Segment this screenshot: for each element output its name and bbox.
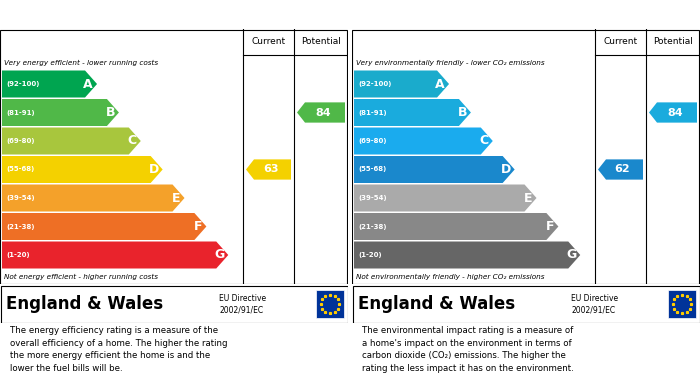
Text: E: E	[524, 192, 533, 204]
Text: 63: 63	[262, 165, 279, 174]
Text: Environmental Impact (CO₂) Rating: Environmental Impact (CO₂) Rating	[366, 7, 612, 20]
Text: G: G	[566, 249, 576, 262]
Text: (69-80): (69-80)	[6, 138, 34, 144]
Polygon shape	[2, 213, 206, 240]
Text: (1-20): (1-20)	[358, 252, 382, 258]
Text: F: F	[194, 220, 202, 233]
Polygon shape	[354, 242, 580, 269]
Text: (92-100): (92-100)	[358, 81, 391, 87]
Text: A: A	[435, 77, 445, 90]
Text: Energy Efficiency Rating: Energy Efficiency Rating	[14, 7, 186, 20]
Text: England & Wales: England & Wales	[6, 295, 163, 313]
Polygon shape	[354, 213, 559, 240]
Text: F: F	[546, 220, 554, 233]
Text: (39-54): (39-54)	[6, 195, 34, 201]
Text: Very environmentally friendly - lower CO₂ emissions: Very environmentally friendly - lower CO…	[356, 59, 545, 66]
Polygon shape	[2, 242, 228, 269]
Polygon shape	[297, 102, 345, 123]
Polygon shape	[598, 160, 643, 179]
Text: The energy efficiency rating is a measure of the
overall efficiency of a home. T: The energy efficiency rating is a measur…	[10, 326, 228, 373]
Text: (81-91): (81-91)	[6, 109, 34, 115]
Text: EU Directive
2002/91/EC: EU Directive 2002/91/EC	[219, 294, 267, 314]
Text: C: C	[127, 135, 136, 147]
Polygon shape	[2, 127, 141, 154]
Text: Potential: Potential	[653, 37, 693, 46]
Bar	[668, 290, 696, 318]
Text: The environmental impact rating is a measure of
a home's impact on the environme: The environmental impact rating is a mea…	[363, 326, 574, 373]
Text: (55-68): (55-68)	[358, 167, 386, 172]
Text: (92-100): (92-100)	[6, 81, 39, 87]
Polygon shape	[2, 70, 97, 97]
Polygon shape	[354, 185, 536, 212]
Text: Not environmentally friendly - higher CO₂ emissions: Not environmentally friendly - higher CO…	[356, 274, 545, 280]
Polygon shape	[354, 156, 514, 183]
Text: E: E	[172, 192, 181, 204]
Text: G: G	[214, 249, 224, 262]
Polygon shape	[246, 160, 291, 179]
Text: D: D	[500, 163, 511, 176]
Polygon shape	[354, 70, 449, 97]
Polygon shape	[2, 185, 185, 212]
Text: Potential: Potential	[301, 37, 341, 46]
Bar	[316, 290, 344, 318]
Text: (55-68): (55-68)	[6, 167, 34, 172]
Text: England & Wales: England & Wales	[358, 295, 515, 313]
Text: (69-80): (69-80)	[358, 138, 386, 144]
Text: B: B	[457, 106, 467, 119]
Polygon shape	[2, 156, 162, 183]
Text: Very energy efficient - lower running costs: Very energy efficient - lower running co…	[4, 59, 158, 66]
Polygon shape	[354, 127, 493, 154]
Text: (21-38): (21-38)	[358, 224, 386, 230]
Text: Current: Current	[251, 37, 286, 46]
Text: Current: Current	[603, 37, 638, 46]
Polygon shape	[2, 99, 119, 126]
Text: Not energy efficient - higher running costs: Not energy efficient - higher running co…	[4, 274, 158, 280]
Text: (81-91): (81-91)	[358, 109, 386, 115]
Text: (1-20): (1-20)	[6, 252, 29, 258]
Text: C: C	[480, 135, 489, 147]
Text: 84: 84	[667, 108, 682, 118]
Text: D: D	[148, 163, 159, 176]
Text: (39-54): (39-54)	[358, 195, 386, 201]
Text: (21-38): (21-38)	[6, 224, 34, 230]
Polygon shape	[354, 99, 471, 126]
Text: 84: 84	[315, 108, 331, 118]
Text: EU Directive
2002/91/EC: EU Directive 2002/91/EC	[571, 294, 618, 314]
Polygon shape	[649, 102, 697, 123]
Text: A: A	[83, 77, 93, 90]
Text: 62: 62	[615, 165, 630, 174]
Text: B: B	[106, 106, 115, 119]
